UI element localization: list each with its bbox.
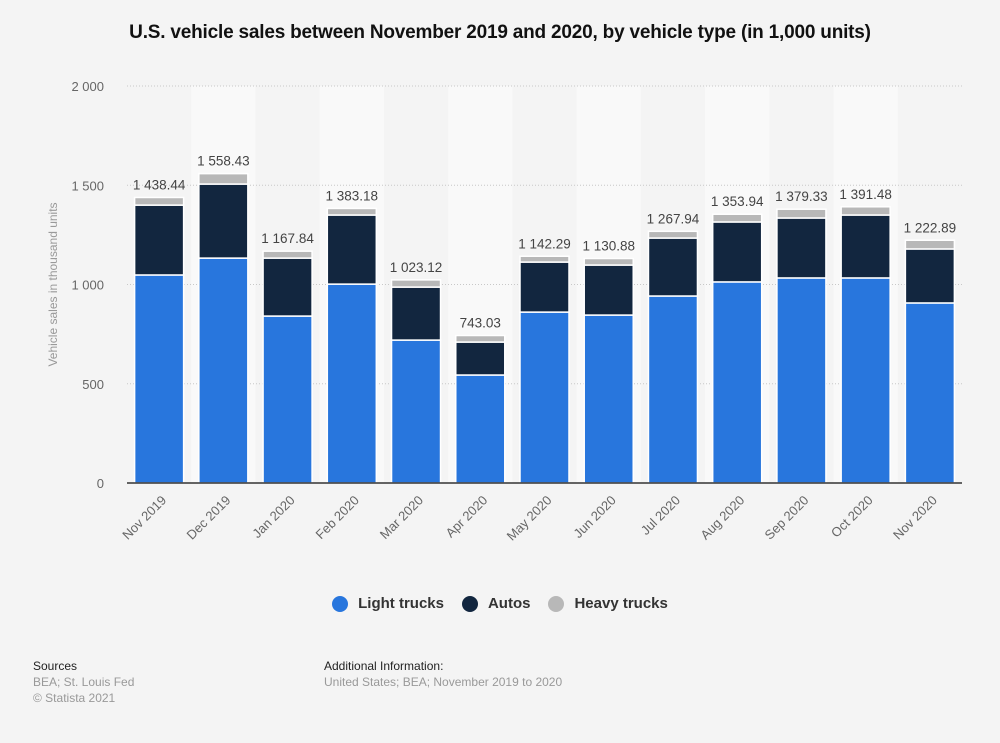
y-tick-label: 0 bbox=[97, 476, 104, 491]
y-tick-label: 500 bbox=[82, 377, 104, 392]
bar-heavy-trucks[interactable] bbox=[390, 279, 442, 288]
bar-light-trucks[interactable] bbox=[198, 257, 249, 484]
data-label: 1 383.18 bbox=[326, 188, 379, 203]
x-tick-label: Apr 2020 bbox=[442, 493, 490, 541]
bar-heavy-trucks[interactable] bbox=[583, 257, 634, 266]
bar-light-trucks[interactable] bbox=[133, 274, 185, 484]
bar-heavy-trucks[interactable] bbox=[262, 250, 313, 259]
data-label: 1 130.88 bbox=[582, 239, 635, 254]
bar-autos[interactable] bbox=[776, 217, 827, 279]
additional-info-block: Additional Information: United States; B… bbox=[324, 658, 562, 690]
data-label: 1 391.48 bbox=[839, 187, 892, 202]
data-label: 1 558.43 bbox=[197, 154, 250, 169]
bar-light-trucks[interactable] bbox=[840, 277, 891, 484]
bar-light-trucks[interactable] bbox=[583, 314, 634, 484]
additional-info-heading: Additional Information: bbox=[324, 659, 444, 673]
additional-info-text: United States; BEA; November 2019 to 202… bbox=[324, 675, 563, 689]
bar-heavy-trucks[interactable] bbox=[133, 196, 185, 206]
x-tick-label: Sep 2020 bbox=[762, 493, 812, 543]
x-tick-label: Feb 2020 bbox=[312, 493, 361, 542]
data-label: 1 167.84 bbox=[261, 231, 314, 246]
bar-heavy-trucks[interactable] bbox=[198, 172, 249, 185]
bar-heavy-trucks[interactable] bbox=[711, 213, 763, 223]
stacked-bar-chart: 0 500 1 000 1 500 2 000 Vehicle sales in thou… bbox=[46, 79, 962, 544]
bar-heavy-trucks[interactable] bbox=[647, 230, 699, 239]
x-tick-label: Jan 2020 bbox=[249, 493, 297, 541]
bar-light-trucks[interactable] bbox=[904, 302, 956, 484]
bar-heavy-trucks[interactable] bbox=[904, 239, 956, 250]
legend-item-heavy-trucks[interactable]: Heavy trucks bbox=[548, 595, 668, 612]
bar-autos[interactable] bbox=[840, 214, 891, 279]
x-tick-label: Nov 2019 bbox=[119, 493, 169, 543]
x-tick-label: Jul 2020 bbox=[638, 493, 683, 538]
bar-autos[interactable] bbox=[262, 257, 313, 317]
bar-light-trucks[interactable] bbox=[455, 374, 506, 484]
bar-heavy-trucks[interactable] bbox=[455, 334, 506, 343]
bar-autos[interactable] bbox=[133, 204, 185, 276]
bar-light-trucks[interactable] bbox=[776, 277, 827, 484]
bar-autos[interactable] bbox=[390, 286, 442, 341]
y-axis-label: Vehicle sales in thousand units bbox=[46, 202, 60, 366]
bar-autos[interactable] bbox=[519, 261, 570, 313]
legend-item-autos[interactable]: Autos bbox=[461, 595, 531, 612]
bar-autos[interactable] bbox=[647, 237, 699, 297]
sources-heading: Sources bbox=[33, 659, 78, 673]
bar-autos[interactable] bbox=[455, 341, 506, 376]
y-tick-label: 1 000 bbox=[71, 278, 104, 293]
x-tick-label: Mar 2020 bbox=[377, 493, 426, 542]
data-label: 743.03 bbox=[460, 316, 501, 331]
bar-autos[interactable] bbox=[904, 248, 956, 304]
legend-item-light-trucks[interactable]: Light trucks bbox=[332, 595, 444, 612]
sources-text[interactable]: BEA; St. Louis Fed bbox=[33, 675, 135, 689]
bar-heavy-trucks[interactable] bbox=[776, 208, 827, 219]
data-label: 1 142.29 bbox=[518, 236, 571, 251]
copyright-text: © Statista 2021 bbox=[33, 691, 116, 705]
legend-label: Heavy trucks bbox=[574, 595, 668, 612]
legend-label: Light trucks bbox=[358, 595, 444, 612]
data-label: 1 267.94 bbox=[647, 211, 700, 226]
bar-autos[interactable] bbox=[711, 221, 763, 283]
data-label: 1 023.12 bbox=[390, 260, 443, 275]
bar-autos[interactable] bbox=[583, 264, 634, 316]
legend-dot-light-trucks-icon bbox=[332, 595, 349, 612]
x-tick-label: May 2020 bbox=[504, 493, 555, 544]
legend-dot-autos-icon bbox=[461, 595, 478, 612]
bar-light-trucks[interactable] bbox=[647, 295, 699, 484]
bar-light-trucks[interactable] bbox=[519, 311, 570, 484]
data-label: 1 379.33 bbox=[775, 189, 828, 204]
x-tick-label: Oct 2020 bbox=[828, 493, 876, 541]
bar-autos[interactable] bbox=[198, 183, 249, 259]
y-tick-label: 1 500 bbox=[71, 178, 104, 193]
sources-block: Sources BEA; St. Louis Fed © Statista 20… bbox=[33, 658, 134, 706]
bar-light-trucks[interactable] bbox=[711, 281, 763, 484]
bar-heavy-trucks[interactable] bbox=[840, 206, 891, 216]
chart-title: U.S. vehicle sales between November 2019… bbox=[129, 22, 871, 43]
bar-light-trucks[interactable] bbox=[326, 283, 378, 484]
bar-light-trucks[interactable] bbox=[390, 339, 442, 484]
legend: Light trucks Autos Heavy trucks bbox=[0, 595, 1000, 612]
legend-dot-heavy-trucks-icon bbox=[548, 595, 565, 612]
data-label: 1 353.94 bbox=[711, 194, 764, 209]
data-label: 1 222.89 bbox=[904, 220, 957, 235]
bar-autos[interactable] bbox=[326, 214, 378, 285]
bar-heavy-trucks[interactable] bbox=[326, 207, 378, 216]
x-tick-label: Dec 2019 bbox=[184, 493, 234, 543]
x-tick-label: Nov 2020 bbox=[890, 493, 940, 543]
x-tick-label: Aug 2020 bbox=[697, 493, 747, 543]
bar-heavy-trucks[interactable] bbox=[519, 255, 570, 263]
y-tick-label: 2 000 bbox=[71, 79, 104, 94]
legend-label: Autos bbox=[487, 595, 531, 612]
data-label: 1 438.44 bbox=[133, 177, 186, 192]
bar-light-trucks[interactable] bbox=[262, 315, 313, 484]
x-tick-label: Jun 2020 bbox=[570, 493, 618, 541]
